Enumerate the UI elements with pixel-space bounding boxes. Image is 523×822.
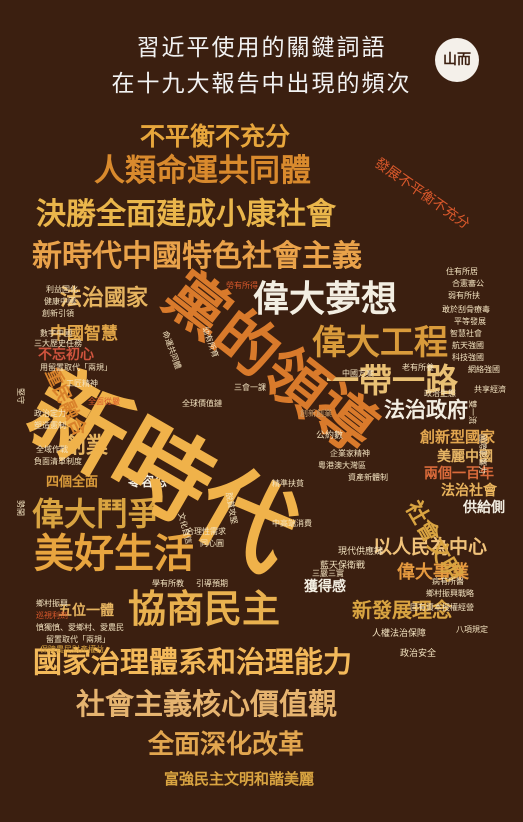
word-cloud-term: 鄉村振興 (36, 599, 68, 608)
word-cloud-term: 三大歷史任務 (34, 339, 82, 348)
word-cloud-term: 政治定力 (34, 409, 66, 418)
word-cloud-term: 公約數 (316, 431, 344, 441)
word-cloud-term: 老有所養 (402, 363, 434, 372)
word-cloud-term: 零容忍 (128, 475, 168, 490)
word-cloud-term: 全球價值鏈 (182, 399, 222, 408)
word-cloud-term: 堅守 (16, 388, 25, 404)
word-cloud-term: 引導預期 (196, 579, 228, 588)
word-cloud-term: 不忘初心 (38, 347, 94, 363)
word-cloud-term: 學有所教 (152, 579, 184, 588)
word-cloud-term: 智慧社會 (450, 329, 482, 338)
word-cloud-term: 美麗中國 (437, 449, 493, 465)
word-cloud-term: 資產新體制 (348, 473, 388, 482)
word-cloud-term: 八項規定 (456, 625, 488, 634)
word-cloud-term: 精準扶貧 (272, 479, 304, 488)
word-cloud-term: 健康中國 (44, 297, 76, 306)
word-cloud-term: 用留置取代「兩規」 (40, 363, 112, 372)
word-cloud-term: 法治政府 (384, 398, 468, 422)
word-cloud-term: 數字中國 (40, 329, 72, 338)
word-cloud-term: 合憲審公 (452, 279, 484, 288)
word-cloud-term: 留置取代「兩規」 (46, 635, 110, 644)
word-cloud-term: 新時代中國特色社會主義 (32, 239, 362, 274)
word-cloud-term: 合理性需求 (186, 527, 226, 536)
word-cloud-term: 全面深化改革 (148, 730, 305, 760)
word-cloud-term: 法治社會 (441, 483, 497, 499)
word-cloud-term: 雙一流 (468, 400, 477, 424)
word-cloud-term: 法治國家 (60, 286, 149, 311)
word-cloud-term: 保障農民財產權益 (40, 645, 104, 654)
word-cloud-term: 偉大夢想 (253, 279, 398, 320)
word-cloud-term: 勢開 (16, 500, 25, 516)
word-cloud-term: 創新型國家 (420, 428, 496, 446)
word-cloud-term: 住有所居 (446, 267, 478, 276)
word-cloud-term: 新發展理念 (352, 598, 452, 622)
word-cloud-term: 供給側 (463, 500, 505, 516)
word-cloud-term: 兩個一百年 (424, 466, 494, 482)
word-cloud-term: 協商民主 (128, 587, 281, 631)
word-cloud-term: 粵港澳大灣區 (318, 461, 366, 470)
word-cloud-term: 平等發展 (454, 317, 486, 326)
word-cloud-term: 同心圓 (200, 539, 224, 548)
word-cloud-term: 負面清單制度 (34, 457, 82, 466)
word-cloud-term: 共享經濟 (474, 385, 506, 394)
word-cloud-term: 國家治理體系和治理能力 (33, 645, 353, 679)
word-cloud-term: 敢於刮骨療毒 (442, 305, 490, 314)
word-cloud-term: 科技強國 (452, 353, 484, 362)
word-cloud-term: 五位一體 (58, 603, 114, 619)
word-cloud-term: 人權法治保障 (372, 629, 427, 639)
word-cloud-term: 巡視利劍 (36, 611, 68, 620)
word-cloud-term: 現代供應鏈 (338, 547, 384, 557)
title-line-2: 在十九大報告中出現的頻次 (111, 71, 412, 97)
word-cloud-term: 勞有所得 (226, 281, 258, 290)
word-cloud-term: 決勝全面建成小康社會 (36, 197, 336, 232)
word-cloud-term: 國際影響力 (478, 434, 487, 474)
word-cloud-term: 病有所醫 (432, 577, 464, 586)
word-cloud-term: 網絡強國 (468, 365, 500, 374)
word-cloud-term: 固有資本授權經營 (410, 603, 474, 612)
word-cloud-term: 全域作戰 (36, 445, 68, 454)
word-cloud-term: 全面從嚴 (88, 397, 120, 406)
word-cloud-term: 企業家精神 (330, 449, 370, 458)
word-cloud-term: 獲得感 (304, 579, 346, 595)
word-cloud-term: 創業 (64, 434, 109, 459)
word-cloud-term: 偉大工程 (312, 323, 448, 363)
word-cloud-term: 中國智慧 (50, 324, 118, 344)
title-line-1: 習近平使用的關鍵詞語 (136, 35, 387, 61)
word-cloud-term: 美好生活 (34, 531, 194, 577)
word-cloud-term: 航天強國 (452, 341, 484, 350)
word-cloud-term: 創新創業 (300, 409, 332, 418)
word-cloud-term: 利益固化 (46, 285, 78, 294)
word-cloud-term: 三會一課 (234, 383, 266, 392)
logo: 山而 (435, 38, 479, 82)
word-cloud-background (32, 116, 492, 788)
word-cloud-term: 偉大事業 (397, 562, 469, 583)
word-cloud-term: 三嚴三實 (312, 569, 344, 578)
word-cloud-term: 弱有所扶 (448, 291, 480, 300)
word-cloud-term: 塑造憲制 (34, 421, 66, 430)
word-cloud-term: 政治安全 (400, 649, 437, 659)
word-cloud-term: 四個全面 (46, 475, 99, 490)
word-cloud-term: 中高端消費 (272, 519, 312, 528)
word-cloud-term: 藍天保衛戰 (320, 561, 366, 571)
word-cloud-term: 人類命運共同體 (94, 153, 311, 189)
word-cloud-term: 政治生態 (424, 389, 456, 398)
word-cloud-term: 偉大鬥爭 (32, 495, 161, 533)
word-cloud-term: 創新引領 (42, 309, 74, 318)
word-cloud-term: 富強民主文明和諧美麗 (164, 770, 315, 788)
word-cloud-term: 以人民為中心 (373, 536, 488, 558)
word-cloud-term: 一帶一路 (326, 361, 458, 400)
word-cloud-term: 工匠精神 (66, 379, 98, 388)
word-cloud-term: 鄉村振興戰略 (426, 589, 474, 598)
word-cloud-term: 中國方案 (342, 369, 374, 378)
word-cloud-term: 慎獨慎、愛鄉村、愛農民 (36, 623, 124, 632)
word-cloud-term: 社會主義核心價值觀 (76, 687, 338, 721)
word-cloud-term: 不平衡不充分 (140, 122, 291, 151)
